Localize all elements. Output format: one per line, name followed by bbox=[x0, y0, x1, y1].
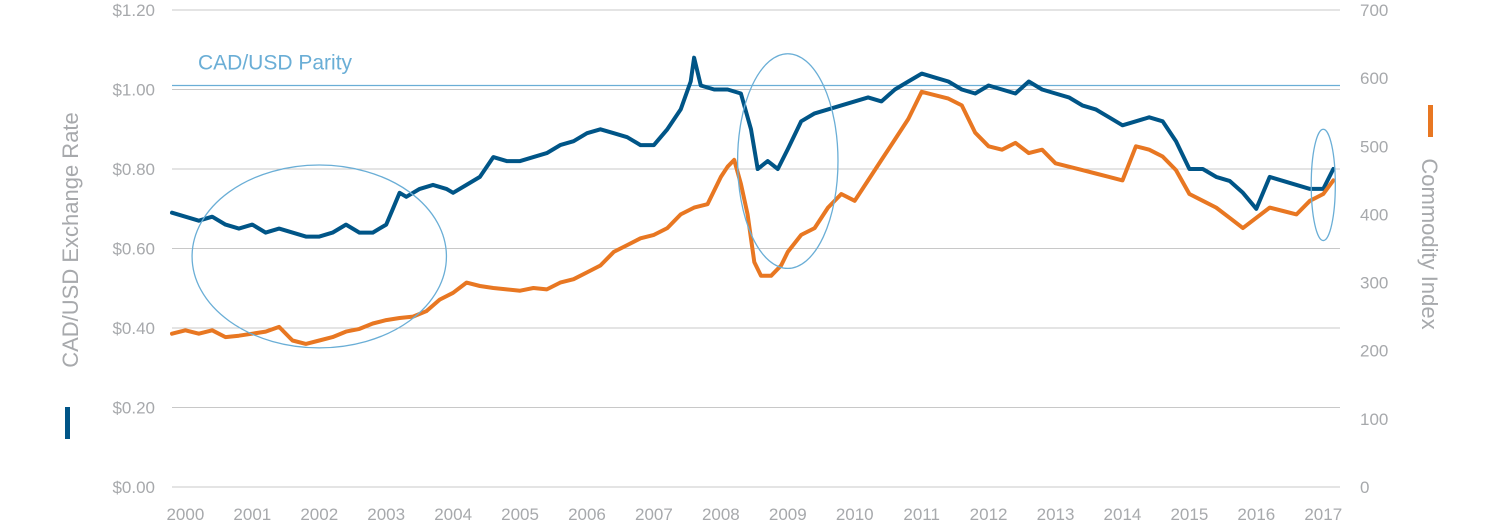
y-axis-right-ticks: 0 100 200 300 400 500 600 700 bbox=[1360, 1, 1388, 497]
x-tick-label: 2005 bbox=[501, 505, 539, 524]
x-tick-label: 2010 bbox=[836, 505, 874, 524]
highlight-ellipse bbox=[191, 164, 448, 349]
y-axis-right-label: Commodity Index bbox=[1417, 158, 1442, 329]
y-axis-left-label: CAD/USD Exchange Rate bbox=[58, 112, 83, 368]
parity-annotation: CAD/USD Parity bbox=[198, 52, 353, 75]
x-tick-label: 2011 bbox=[903, 505, 940, 524]
y-tick-label-right: 100 bbox=[1360, 410, 1388, 429]
y-tick-label-left: $0.20 bbox=[112, 399, 155, 418]
y-tick-label-left: $0.80 bbox=[112, 160, 155, 179]
commodity-legend-swatch bbox=[1428, 105, 1433, 137]
x-tick-label: 2003 bbox=[367, 505, 405, 524]
cad-usd-series-line bbox=[170, 55, 1336, 239]
y-tick-label-left: $0.40 bbox=[112, 319, 155, 338]
highlight-ellipse bbox=[736, 53, 839, 270]
y-axis-left-ticks: $0.00 $0.20 $0.40 $0.60 $0.80 $1.00 $1.20 bbox=[112, 1, 155, 497]
x-tick-label: 2014 bbox=[1104, 505, 1142, 524]
x-tick-label: 2015 bbox=[1170, 505, 1208, 524]
x-tick-label: 2012 bbox=[970, 505, 1008, 524]
cad-usd-legend-swatch bbox=[65, 407, 70, 439]
y-tick-label-left: $1.20 bbox=[112, 1, 155, 20]
x-tick-label: 2001 bbox=[233, 505, 271, 524]
x-tick-label: 2006 bbox=[568, 505, 606, 524]
y-tick-label-right: 0 bbox=[1360, 478, 1369, 497]
y-axis-right-title: Commodity Index bbox=[1417, 105, 1442, 330]
series-layer bbox=[170, 55, 1336, 346]
x-tick-label: 2007 bbox=[635, 505, 673, 524]
commodity-series-line bbox=[170, 89, 1336, 346]
y-tick-label-right: 400 bbox=[1360, 205, 1388, 224]
y-tick-label-right: 200 bbox=[1360, 342, 1388, 361]
y-tick-label-right: 300 bbox=[1360, 274, 1388, 293]
y-axis-left-title: CAD/USD Exchange Rate bbox=[58, 112, 83, 439]
highlight-ellipse bbox=[1310, 128, 1336, 242]
x-tick-label: 2009 bbox=[769, 505, 807, 524]
y-tick-label-left: $1.00 bbox=[112, 81, 155, 100]
y-tick-label-left: $0.60 bbox=[112, 240, 155, 259]
y-tick-label-left: $0.00 bbox=[112, 478, 155, 497]
highlight-ellipses bbox=[191, 53, 1336, 349]
parity-reference: CAD/USD Parity bbox=[172, 52, 1340, 87]
x-tick-label: 2002 bbox=[300, 505, 338, 524]
x-tick-label: 2000 bbox=[166, 505, 204, 524]
y-tick-label-right: 500 bbox=[1360, 137, 1388, 156]
x-axis-ticks: 2000 2001 2002 2003 2004 2005 2006 2007 2008 2009… bbox=[166, 505, 1342, 524]
y-tick-label-right: 600 bbox=[1360, 69, 1388, 88]
x-tick-label: 2016 bbox=[1237, 505, 1275, 524]
y-tick-label-right: 700 bbox=[1360, 1, 1388, 20]
x-tick-label: 2004 bbox=[434, 505, 472, 524]
x-tick-label: 2013 bbox=[1037, 505, 1075, 524]
x-tick-label: 2017 bbox=[1304, 505, 1342, 524]
x-tick-label: 2008 bbox=[702, 505, 740, 524]
grid-lines bbox=[172, 9, 1340, 488]
